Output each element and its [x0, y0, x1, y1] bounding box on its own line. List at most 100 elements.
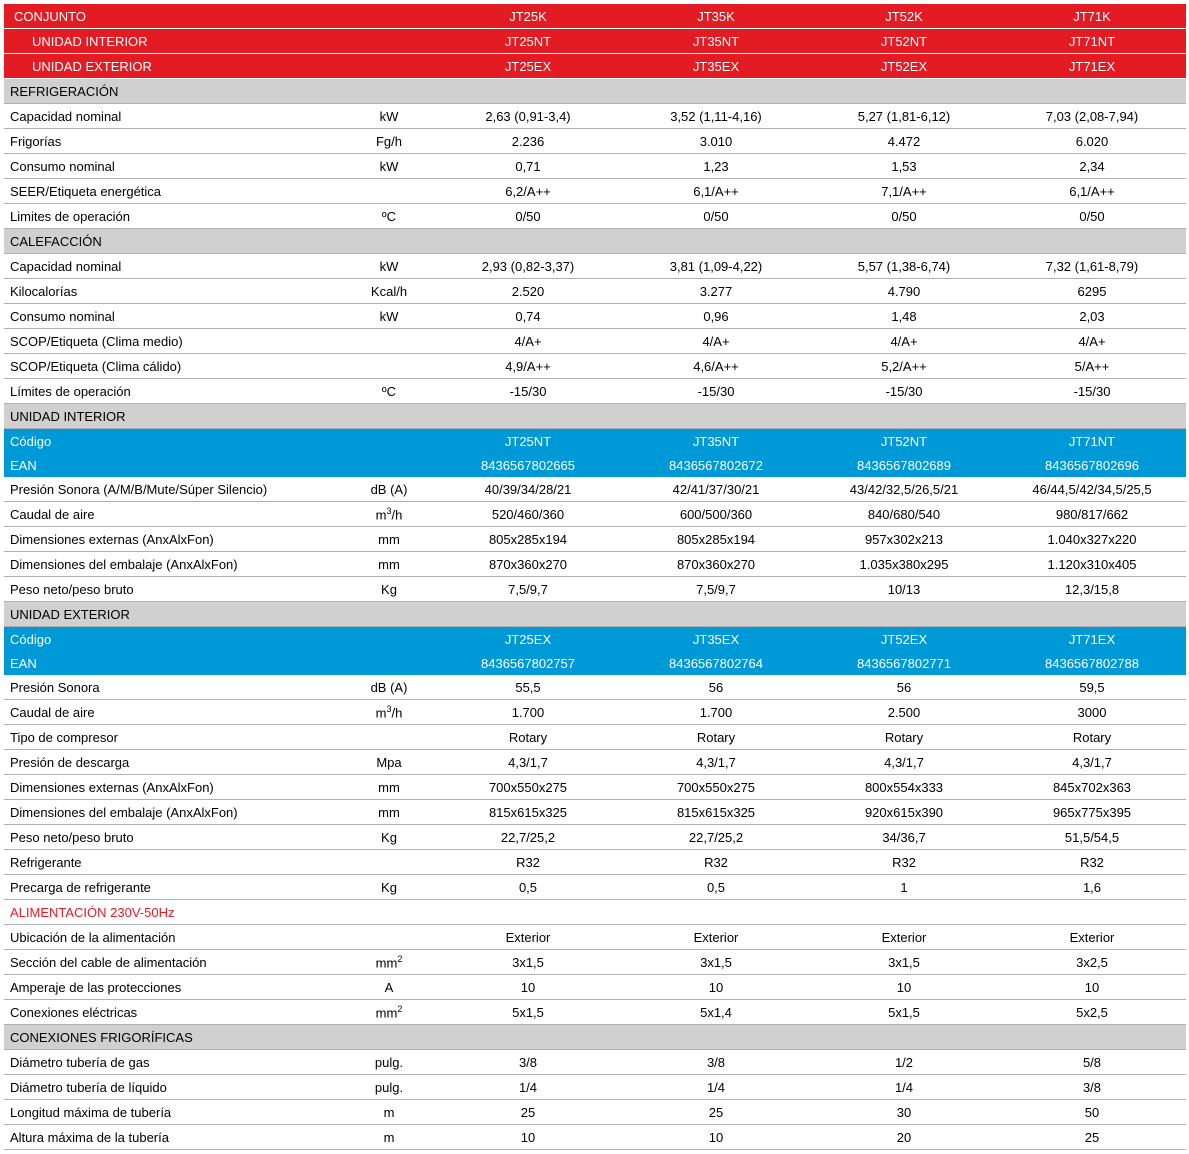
row-value: 3x1,5: [434, 950, 622, 975]
row-value: 1.035x380x295: [810, 552, 998, 577]
row-label: Diámetro tubería de gas: [4, 1050, 344, 1075]
row-value: Rotary: [622, 725, 810, 750]
row-value: [622, 602, 810, 627]
row-value: JT52NT: [810, 29, 998, 54]
row-unit: A: [344, 975, 434, 1000]
row-value: 5x1,5: [434, 1000, 622, 1025]
row-unit: [344, 79, 434, 104]
row-value: 10/13: [810, 577, 998, 602]
row-value: 8436567802788: [998, 651, 1186, 675]
row-value: 3000: [998, 700, 1186, 725]
row-value: 8436567802757: [434, 651, 622, 675]
row-value: 1,53: [810, 154, 998, 179]
row-value: 1/4: [810, 1075, 998, 1100]
row-value: 2.520: [434, 279, 622, 304]
row-value: 805x285x194: [622, 527, 810, 552]
row-value: 55,5: [434, 675, 622, 700]
row-unit: mm: [344, 527, 434, 552]
table-row: UNIDAD INTERIOR: [4, 404, 1186, 429]
row-value: [810, 404, 998, 429]
row-unit: Kg: [344, 577, 434, 602]
row-unit: Kg: [344, 825, 434, 850]
table-row: KilocaloríasKcal/h2.5203.2774.7906295: [4, 279, 1186, 304]
row-value: 43/42/32,5/26,5/21: [810, 477, 998, 502]
row-value: 0,5: [622, 875, 810, 900]
row-value: 1: [810, 875, 998, 900]
row-value: Exterior: [434, 925, 622, 950]
table-row: ALIMENTACIÓN 230V-50Hz: [4, 900, 1186, 925]
row-unit: [344, 725, 434, 750]
row-value: 1/2: [810, 1050, 998, 1075]
row-value: 1,6: [998, 875, 1186, 900]
row-value: 3/8: [622, 1050, 810, 1075]
row-value: 10: [622, 1125, 810, 1150]
row-value: 7,5/9,7: [434, 577, 622, 602]
row-value: 12,3/15,8: [998, 577, 1186, 602]
row-value: 30: [810, 1100, 998, 1125]
row-value: JT52EX: [810, 54, 998, 79]
row-value: 4.790: [810, 279, 998, 304]
row-value: 3.277: [622, 279, 810, 304]
row-value: 4,3/1,7: [434, 750, 622, 775]
row-value: 870x360x270: [622, 552, 810, 577]
row-label: SCOP/Etiqueta (Clima cálido): [4, 354, 344, 379]
row-value: 10: [810, 975, 998, 1000]
row-value: [434, 602, 622, 627]
row-value: 920x615x390: [810, 800, 998, 825]
table-row: Limites de operaciónºC0/500/500/500/50: [4, 204, 1186, 229]
row-value: 3x1,5: [810, 950, 998, 975]
row-value: 1.120x310x405: [998, 552, 1186, 577]
row-unit: [344, 229, 434, 254]
row-unit: mm: [344, 552, 434, 577]
row-value: 10: [998, 975, 1186, 1000]
row-label: EAN: [4, 453, 344, 477]
row-value: [998, 1025, 1186, 1050]
row-value: 815x615x325: [622, 800, 810, 825]
table-row: FrigoríasFg/h2.2363.0104.4726.020: [4, 129, 1186, 154]
row-unit: mm: [344, 775, 434, 800]
row-value: 5x1,5: [810, 1000, 998, 1025]
row-value: 50: [998, 1100, 1186, 1125]
row-value: [622, 79, 810, 104]
row-label: Amperaje de las protecciones: [4, 975, 344, 1000]
table-row: RefrigeranteR32R32R32R32: [4, 850, 1186, 875]
row-value: 0/50: [810, 204, 998, 229]
table-row: SCOP/Etiqueta (Clima medio)4/A+4/A+4/A+4…: [4, 329, 1186, 354]
table-row: Precarga de refrigeranteKg0,50,511,6: [4, 875, 1186, 900]
row-value: Rotary: [434, 725, 622, 750]
row-value: Exterior: [998, 925, 1186, 950]
row-label: Precarga de refrigerante: [4, 875, 344, 900]
row-value: 20: [810, 1125, 998, 1150]
row-value: JT35EX: [622, 627, 810, 652]
row-label: Refrigerante: [4, 850, 344, 875]
row-value: 5x2,5: [998, 1000, 1186, 1025]
row-value: 8436567802764: [622, 651, 810, 675]
row-value: JT52K: [810, 4, 998, 29]
row-unit: [344, 850, 434, 875]
row-value: 520/460/360: [434, 502, 622, 527]
row-unit: kW: [344, 254, 434, 279]
row-value: 7,5/9,7: [622, 577, 810, 602]
table-row: Capacidad nominalkW2,93 (0,82-3,37)3,81 …: [4, 254, 1186, 279]
row-value: 1/4: [622, 1075, 810, 1100]
row-value: JT35K: [622, 4, 810, 29]
row-value: -15/30: [622, 379, 810, 404]
row-value: 0,96: [622, 304, 810, 329]
row-label: Capacidad nominal: [4, 254, 344, 279]
row-value: 5/A++: [998, 354, 1186, 379]
row-label: CONJUNTO: [4, 4, 344, 29]
row-value: 0,5: [434, 875, 622, 900]
row-unit: [344, 900, 434, 925]
table-row: Conexiones eléctricasmm25x1,55x1,45x1,55…: [4, 1000, 1186, 1025]
row-value: JT52NT: [810, 429, 998, 454]
table-row: Diámetro tubería de líquidopulg.1/41/41/…: [4, 1075, 1186, 1100]
row-unit: [344, 179, 434, 204]
row-value: JT35NT: [622, 429, 810, 454]
row-label: SEER/Etiqueta energética: [4, 179, 344, 204]
row-label: Consumo nominal: [4, 154, 344, 179]
row-value: 3,52 (1,11-4,16): [622, 104, 810, 129]
row-label: UNIDAD EXTERIOR: [4, 54, 344, 79]
row-unit: [344, 1025, 434, 1050]
row-unit: [344, 602, 434, 627]
row-value: -15/30: [998, 379, 1186, 404]
